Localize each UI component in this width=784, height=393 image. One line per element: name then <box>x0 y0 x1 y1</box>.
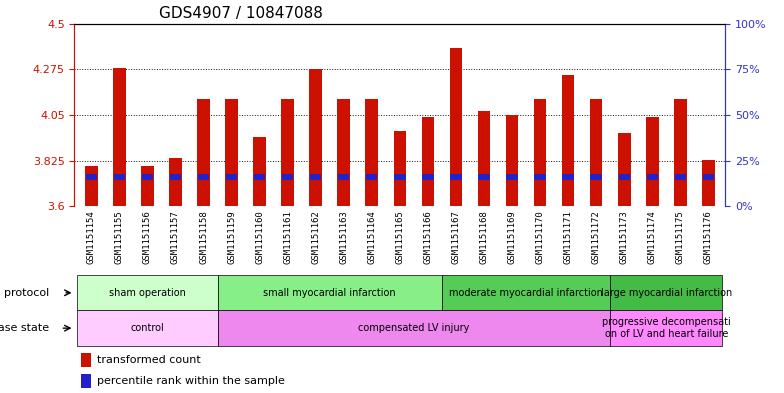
Bar <box>254 174 265 180</box>
Bar <box>253 137 266 206</box>
Text: GSM1151165: GSM1151165 <box>395 210 405 264</box>
Bar <box>81 374 91 388</box>
Bar <box>365 99 378 206</box>
Bar <box>114 174 125 180</box>
Bar <box>442 275 610 310</box>
Bar <box>610 310 722 346</box>
Text: GSM1151156: GSM1151156 <box>143 210 152 264</box>
Text: GSM1151173: GSM1151173 <box>619 210 629 264</box>
Bar <box>81 353 91 367</box>
Text: progressive decompensati
on of LV and heart failure: progressive decompensati on of LV and he… <box>602 318 731 339</box>
Bar <box>142 174 153 180</box>
Bar <box>198 99 210 206</box>
Bar <box>534 99 546 206</box>
Bar <box>618 133 630 206</box>
Bar <box>562 174 574 180</box>
Bar <box>590 99 602 206</box>
Bar <box>113 68 125 206</box>
Text: GSM1151154: GSM1151154 <box>87 210 96 264</box>
Text: GSM1151169: GSM1151169 <box>507 210 517 264</box>
Text: GSM1151159: GSM1151159 <box>227 210 236 264</box>
Text: GSM1151170: GSM1151170 <box>535 210 545 264</box>
Text: GSM1151155: GSM1151155 <box>115 210 124 264</box>
Text: sham operation: sham operation <box>109 288 186 298</box>
Bar <box>702 174 714 180</box>
Text: large myocardial infarction: large myocardial infarction <box>601 288 732 298</box>
Bar <box>477 111 490 206</box>
Bar <box>169 158 182 206</box>
Bar <box>478 174 490 180</box>
Bar <box>562 75 575 206</box>
Bar <box>225 99 238 206</box>
Bar <box>423 174 434 180</box>
Text: GSM1151158: GSM1151158 <box>199 210 208 264</box>
Bar <box>226 174 238 180</box>
Bar <box>78 310 217 346</box>
Bar <box>610 275 722 310</box>
Bar <box>422 117 434 206</box>
Bar <box>85 174 97 180</box>
Text: GSM1151171: GSM1151171 <box>564 210 572 264</box>
Text: GSM1151160: GSM1151160 <box>255 210 264 264</box>
Bar <box>217 275 442 310</box>
Text: disease state: disease state <box>0 323 49 333</box>
Text: small myocardial infarction: small myocardial infarction <box>263 288 396 298</box>
Text: GSM1151166: GSM1151166 <box>423 210 433 264</box>
Bar <box>310 69 322 206</box>
Bar <box>506 115 518 206</box>
Bar <box>85 166 98 206</box>
Bar <box>198 174 209 180</box>
Text: transformed count: transformed count <box>97 355 201 365</box>
Text: compensated LV injury: compensated LV injury <box>358 323 470 333</box>
Bar <box>506 174 517 180</box>
Bar <box>170 174 181 180</box>
Bar <box>310 174 321 180</box>
Text: protocol: protocol <box>4 288 49 298</box>
Text: GSM1151161: GSM1151161 <box>283 210 292 264</box>
Bar <box>674 99 687 206</box>
Text: GSM1151167: GSM1151167 <box>452 210 460 264</box>
Bar <box>646 117 659 206</box>
Text: GSM1151172: GSM1151172 <box>592 210 601 264</box>
Text: GSM1151174: GSM1151174 <box>648 210 657 264</box>
Text: GSM1151175: GSM1151175 <box>676 210 684 264</box>
Bar <box>450 48 463 206</box>
Bar <box>535 174 546 180</box>
Bar <box>141 166 154 206</box>
Bar <box>366 174 377 180</box>
Text: GDS4907 / 10847088: GDS4907 / 10847088 <box>159 6 323 21</box>
Text: moderate myocardial infarction: moderate myocardial infarction <box>449 288 603 298</box>
Bar <box>217 310 610 346</box>
Text: GSM1151164: GSM1151164 <box>367 210 376 264</box>
Text: GSM1151163: GSM1151163 <box>339 210 348 264</box>
Bar <box>647 174 658 180</box>
Bar <box>337 99 350 206</box>
Bar <box>675 174 686 180</box>
Bar <box>338 174 350 180</box>
Bar <box>281 99 294 206</box>
Text: control: control <box>130 323 165 333</box>
Text: GSM1151168: GSM1151168 <box>480 210 488 264</box>
Text: GSM1151176: GSM1151176 <box>704 210 713 264</box>
Bar <box>78 275 217 310</box>
Bar <box>590 174 602 180</box>
Text: percentile rank within the sample: percentile rank within the sample <box>97 376 285 386</box>
Bar <box>619 174 630 180</box>
Bar <box>702 160 715 206</box>
Text: GSM1151162: GSM1151162 <box>311 210 320 264</box>
Bar <box>394 131 406 206</box>
Bar <box>394 174 405 180</box>
Bar <box>450 174 462 180</box>
Text: GSM1151157: GSM1151157 <box>171 210 180 264</box>
Bar <box>282 174 293 180</box>
